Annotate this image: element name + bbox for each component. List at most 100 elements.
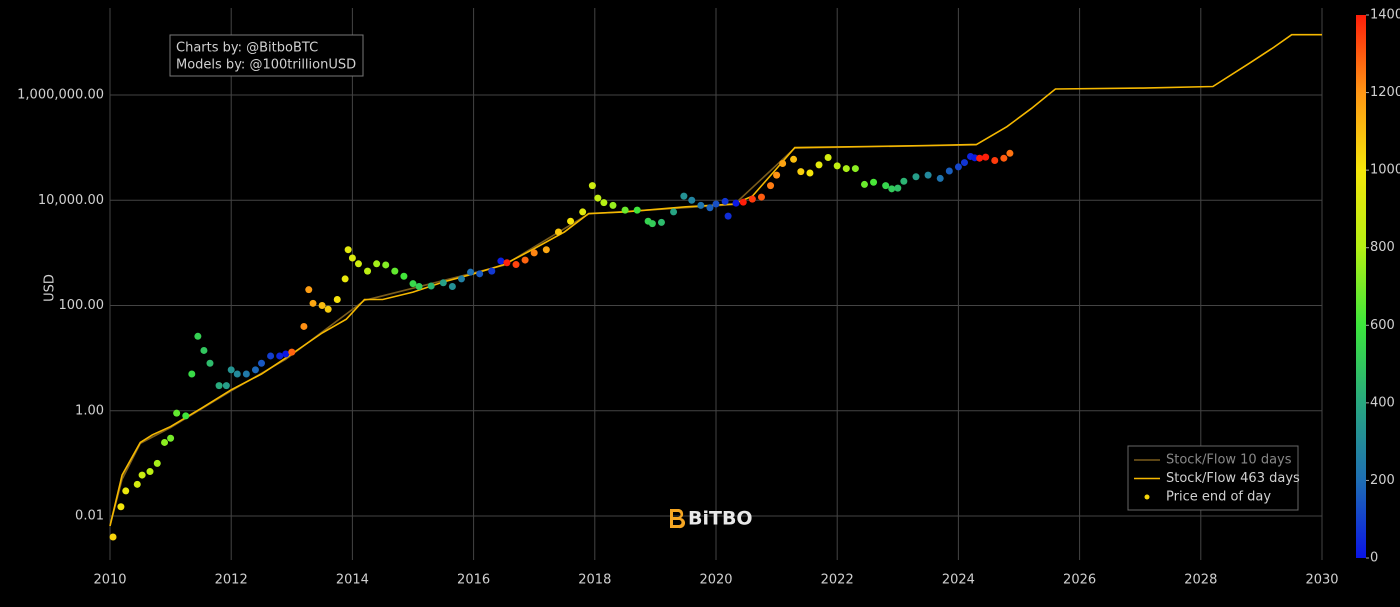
price-dot (657, 218, 665, 226)
legend: Stock/Flow 10 days Stock/Flow 463 days Pri… (1134, 453, 1300, 505)
price-dot (288, 348, 296, 356)
price-dot (364, 267, 372, 275)
price-dot (215, 382, 223, 390)
colorbar-tick-label: 1400 (1370, 8, 1400, 23)
price-dot (318, 302, 326, 310)
y-tick-label: 0.01 (75, 509, 104, 524)
price-dot (982, 153, 990, 161)
y-tick-label: 1.00 (75, 403, 104, 418)
price-dot (222, 382, 230, 390)
price-dot (824, 153, 832, 161)
price-dot (648, 220, 656, 228)
y-tick-label: 100.00 (59, 298, 105, 313)
price-dot (497, 257, 505, 265)
price-dot (748, 195, 756, 203)
grid (109, 8, 1323, 560)
price-dot (806, 169, 814, 177)
legend-marker (1144, 494, 1150, 500)
price-dot (427, 282, 435, 290)
price-dot (712, 200, 720, 208)
price-dot (721, 197, 729, 205)
price-dot (954, 163, 962, 171)
price-dot (373, 260, 381, 268)
colorbar-tick-label: 400 (1370, 395, 1395, 410)
colorbar-tick-label: 800 (1370, 240, 1395, 255)
price-dot (354, 260, 362, 268)
price-dot (833, 162, 841, 170)
price-dot (448, 282, 456, 290)
price-dot (860, 180, 868, 188)
price-dot (282, 350, 290, 358)
price-dot (122, 487, 130, 495)
watermark-text: BiTBO (688, 508, 753, 530)
price-dot (530, 249, 538, 257)
price-dot (773, 171, 781, 179)
price-dot (594, 194, 602, 202)
price-dot (945, 167, 953, 175)
price-dot (633, 206, 641, 214)
colorbar-tick-label: 0 (1370, 551, 1378, 566)
price-dot (900, 177, 908, 185)
colorbar-tick-label: 1000 (1370, 163, 1400, 178)
colorbar-tick-label: 1200 (1370, 85, 1400, 100)
price-dot (233, 370, 241, 378)
price-dot (882, 182, 890, 190)
price-dot (600, 199, 608, 207)
price-dot (670, 208, 678, 216)
price-dot (579, 208, 587, 216)
price-dot (680, 192, 688, 200)
sf-line (109, 33, 1322, 527)
price-dot (488, 267, 496, 275)
price-dot (960, 159, 968, 167)
price-dot (757, 193, 765, 201)
price-dot (333, 296, 341, 304)
price-dot (851, 165, 859, 173)
price-dot (400, 272, 408, 280)
price-dot (621, 206, 629, 214)
price-dot (512, 261, 520, 269)
price-dot (567, 217, 575, 225)
price-dot (976, 154, 984, 162)
price-dot (870, 178, 878, 186)
price-dot (894, 184, 902, 192)
x-tick-label: 2012 (215, 573, 248, 588)
price-dot (797, 168, 805, 176)
x-tick-label: 2022 (821, 573, 854, 588)
annotation-box (169, 34, 364, 77)
legend-label: Stock/Flow 10 days (1166, 453, 1292, 468)
legend-label: Price end of day (1166, 490, 1271, 505)
annotation-line: Models by: @100trillionUSD (176, 58, 356, 73)
x-tick-label: 2024 (942, 573, 975, 588)
price-dot (227, 366, 235, 374)
price-dot (724, 212, 732, 220)
x-tick-label: 2028 (1184, 573, 1217, 588)
price-dot (182, 412, 190, 420)
price-dot (117, 503, 125, 511)
x-tick-label: 2014 (336, 573, 369, 588)
price-dot (267, 352, 275, 360)
price-dot (153, 459, 161, 467)
y-tick-label: 1,000,000.00 (17, 88, 104, 103)
price-dot (309, 299, 317, 307)
price-dot (242, 370, 250, 378)
price-dot (133, 480, 141, 488)
plot (109, 33, 1322, 541)
price-dot (888, 185, 896, 193)
price-dot (161, 438, 169, 446)
x-tick-label: 2020 (699, 573, 732, 588)
price-dot (815, 161, 823, 169)
price-dot (258, 359, 265, 367)
price-dot (1006, 149, 1014, 157)
price-dot (779, 159, 787, 167)
price-dot (415, 282, 423, 290)
x-tick-label: 2010 (93, 573, 126, 588)
price-dot (251, 366, 259, 374)
colorbar-tick-label: 200 (1370, 473, 1395, 488)
price-dot (409, 280, 417, 288)
price-dot (391, 267, 399, 275)
price-dot (467, 268, 475, 276)
price-dot (521, 256, 529, 264)
x-tick-label: 2016 (457, 573, 490, 588)
